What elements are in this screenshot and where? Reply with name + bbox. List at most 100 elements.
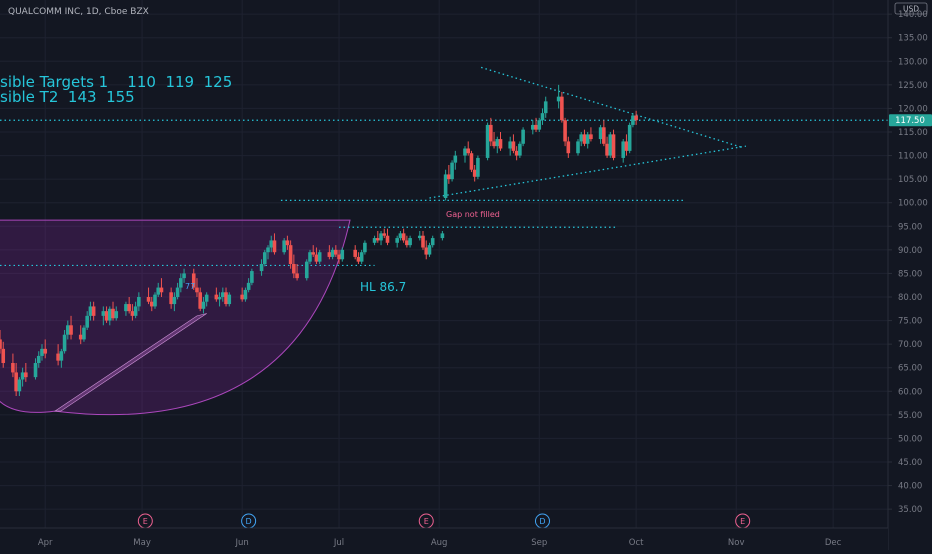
- candle-body: [495, 139, 500, 147]
- candle-body: [295, 273, 299, 279]
- candle-body: [43, 348, 48, 354]
- candle-body: [308, 252, 312, 262]
- y-tick-label: 120.00: [898, 104, 928, 114]
- candle-body: [130, 311, 135, 316]
- candle-body: [191, 273, 196, 288]
- candle-body: [395, 238, 399, 243]
- candle-body: [91, 306, 96, 316]
- current-price-label: 117.50: [895, 116, 925, 126]
- candle-body: [405, 240, 409, 246]
- candle-body: [631, 115, 635, 125]
- candle-body: [453, 155, 458, 163]
- y-tick-label: 40.00: [898, 482, 922, 492]
- candle-body: [376, 238, 380, 241]
- y-tick-label: 80.00: [898, 293, 922, 303]
- x-tick-label: Sep: [531, 538, 547, 548]
- y-tick-label: 115.00: [898, 128, 928, 138]
- candle-body: [78, 334, 83, 340]
- candle-body: [156, 287, 161, 295]
- candle-body: [285, 240, 290, 246]
- x-tick-label: Oct: [629, 538, 644, 548]
- x-tick-label: Jul: [333, 538, 344, 548]
- candle-body: [563, 120, 567, 142]
- candle-body: [576, 141, 580, 154]
- price-axis-panel[interactable]: [888, 0, 932, 550]
- candle-body: [602, 127, 606, 144]
- candle-body: [133, 306, 138, 316]
- candle-body: [621, 141, 626, 158]
- candle-body: [353, 249, 357, 257]
- y-tick-label: 35.00: [898, 505, 922, 515]
- candle-body: [598, 127, 603, 140]
- candle-body: [107, 308, 112, 321]
- candle-body: [634, 115, 638, 121]
- candle-body: [153, 294, 157, 307]
- candle-body: [627, 124, 632, 151]
- event-marker-label: D: [539, 517, 545, 526]
- candles: [0, 84, 638, 396]
- triangle-top: [480, 66, 743, 149]
- candle-body: [146, 297, 151, 302]
- triangle-trendlines: [429, 66, 747, 199]
- candle-body: [246, 282, 251, 290]
- candle-body: [0, 339, 2, 349]
- candle-body: [498, 139, 503, 149]
- targets-line-1: sible Targets 1 110 119 125: [0, 73, 232, 91]
- candle-body: [469, 153, 474, 170]
- candle-body: [159, 287, 164, 293]
- candle-body: [543, 101, 548, 114]
- candle-body: [605, 143, 609, 156]
- candle-body: [217, 297, 222, 300]
- y-tick-label: 140.00: [898, 10, 928, 20]
- y-tick-label: 90.00: [898, 246, 922, 256]
- y-tick-label: 135.00: [898, 34, 928, 44]
- candle-body: [198, 292, 203, 309]
- channel-inner-band: [53, 313, 207, 412]
- candle-body: [537, 120, 542, 130]
- targets-line-2: sible T2 143 155: [0, 88, 135, 106]
- horizontal-levels: [0, 119, 888, 267]
- candle-body: [427, 245, 432, 255]
- candle-body: [17, 379, 22, 392]
- candle-body: [408, 238, 412, 246]
- candle-body: [511, 141, 516, 151]
- candle-body: [492, 141, 496, 147]
- candle-body: [311, 252, 316, 255]
- candle-body: [531, 124, 535, 130]
- candle-body: [466, 148, 471, 154]
- candle-body: [56, 353, 60, 361]
- candle-body: [579, 134, 584, 142]
- candle-body: [33, 363, 38, 378]
- event-marker-label: E: [424, 517, 429, 526]
- y-tick-label: 65.00: [898, 364, 922, 374]
- y-tick-label: 130.00: [898, 57, 928, 67]
- candle-body: [340, 249, 345, 260]
- y-tick-label: 105.00: [898, 175, 928, 185]
- candle-body: [534, 124, 538, 130]
- candle-body: [82, 327, 86, 340]
- y-tick-label: 95.00: [898, 222, 922, 232]
- candle-body: [20, 372, 25, 380]
- candle-body: [224, 292, 228, 305]
- candle-body: [421, 235, 425, 248]
- candle-body: [521, 129, 525, 144]
- candle-body: [11, 363, 15, 373]
- candle-body: [292, 264, 296, 274]
- candle-body: [447, 174, 451, 180]
- candle-body: [304, 261, 309, 279]
- y-tick-label: 125.00: [898, 81, 928, 91]
- currency-badge[interactable]: [894, 2, 928, 15]
- current-price-tag-bg: [889, 114, 932, 127]
- event-marker-label: E: [143, 517, 148, 526]
- candle-body: [379, 233, 383, 241]
- event-marker-label: D: [246, 517, 252, 526]
- y-tick-label: 110.00: [898, 152, 928, 162]
- candle-body: [24, 372, 28, 378]
- candle-body: [1, 348, 6, 363]
- candle-body: [382, 233, 387, 236]
- candle-body: [40, 348, 44, 356]
- time-axis-panel[interactable]: [0, 528, 888, 550]
- candle-body: [424, 247, 429, 255]
- candle-body: [330, 249, 335, 257]
